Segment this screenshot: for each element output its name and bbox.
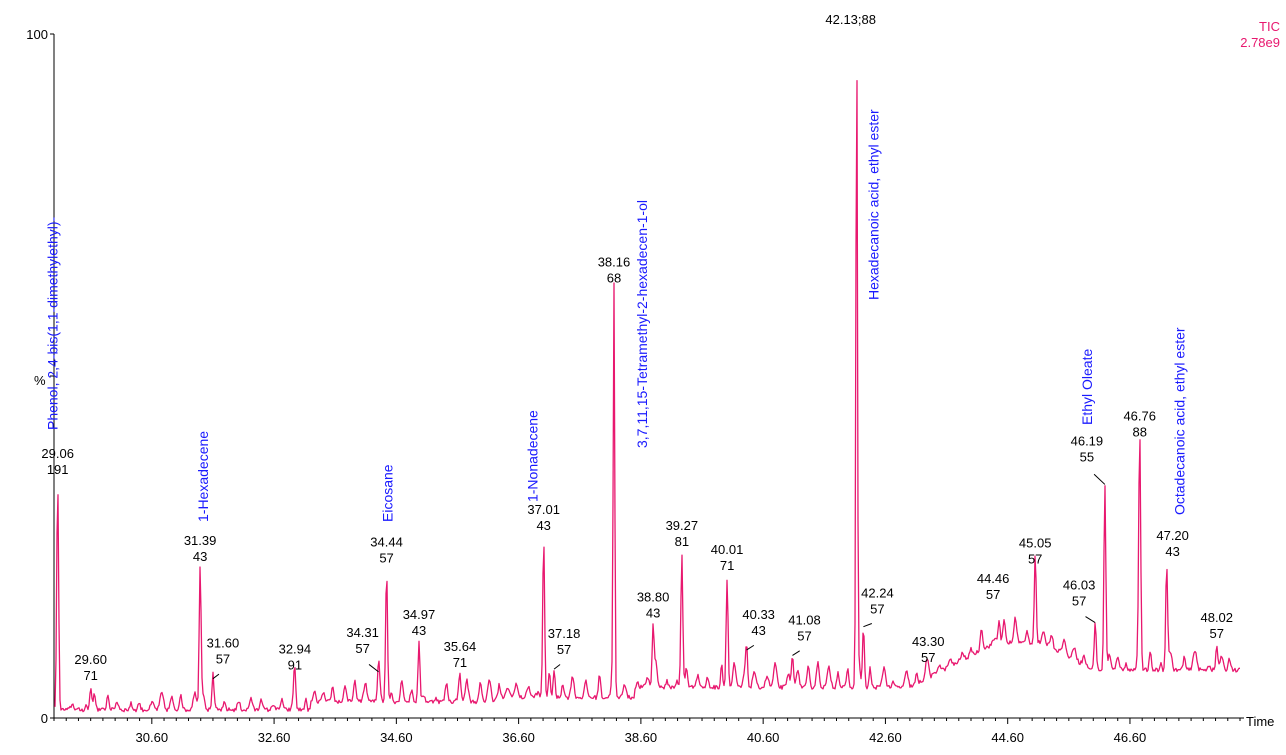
peak-time-label: 40.33 (742, 607, 775, 622)
compound-annotation: Eicosane (380, 464, 396, 522)
peak-ion-label: 57 (921, 650, 935, 665)
x-tick-label: 32.60 (258, 730, 291, 745)
peak-time-label: 34.44 (370, 534, 403, 549)
compound-annotation: Hexadecanoic acid, ethyl ester (866, 109, 882, 300)
y-tick-label: 100 (26, 27, 48, 42)
peak-time-label: 39.27 (666, 518, 699, 533)
x-tick-label: 44.60 (991, 730, 1024, 745)
peak-time-label: 41.08 (788, 612, 821, 627)
peak-time-label: 43.30 (912, 634, 945, 649)
peak-time-label: 38.16 (598, 255, 631, 270)
x-tick-label: 30.60 (136, 730, 169, 745)
peak-time-label: 46.76 (1123, 408, 1156, 423)
peak-time-label: 46.19 (1071, 433, 1104, 448)
peak-ion-label: 57 (355, 641, 369, 656)
peak-time-label: 35.64 (444, 639, 477, 654)
compound-annotations: Phenol, 2,4-bis(1,1-dimethylethyl)- 1-Hex… (45, 109, 1188, 522)
peak-leader-line (1085, 616, 1096, 624)
x-tick-label: 42.60 (869, 730, 902, 745)
peak-ion-label: 43 (1165, 544, 1179, 559)
peak-time-label: 31.39 (184, 533, 217, 548)
tic-trace-line (54, 80, 1240, 713)
peak-ion-label: 57 (870, 602, 884, 617)
peak-ion-label: 68 (607, 271, 621, 286)
peak-ion-label: 43 (536, 518, 550, 533)
peak-time-label: 48.02 (1200, 610, 1233, 625)
peak-time-label: 29.60 (74, 652, 107, 667)
peak-time-label: 37.18 (548, 626, 581, 641)
x-tick-label: 46.60 (1114, 730, 1147, 745)
peak-ion-label: 57 (1072, 594, 1086, 609)
peak-ion-label: 57 (1028, 552, 1042, 567)
peak-ion-label: 43 (646, 606, 660, 621)
peak-leader-line (863, 623, 872, 628)
peak-ion-label: 57 (986, 587, 1000, 602)
compound-annotation: Ethyl Oleate (1079, 349, 1095, 425)
x-axis-label: Time (1246, 714, 1274, 729)
x-tick-label: 34.60 (380, 730, 413, 745)
legend-tic-label: TIC (1259, 19, 1280, 34)
x-tick-label: 40.60 (747, 730, 780, 745)
peak-ion-label: 43 (751, 623, 765, 638)
peak-labels: 29.0619129.607131.394331.605732.949134.3… (41, 12, 1233, 683)
x-tick-label: 36.60 (502, 730, 535, 745)
peak-time-label: 44.46 (977, 571, 1010, 586)
peak-ion-label: 71 (83, 668, 97, 683)
peak-time-label: 42.24 (861, 586, 894, 601)
peak-time-label: 46.03 (1063, 578, 1096, 593)
peak-time-label: 45.05 (1019, 536, 1052, 551)
peak-ion-label: 71 (720, 558, 734, 573)
axes: 30.60 32.60 34.60 36.60 38.60 40.60 42.60 44.60… (26, 27, 1244, 745)
peak-time-label: 34.97 (403, 607, 436, 622)
peak-ion-label: 43 (193, 549, 207, 564)
peak-leader-line (1093, 473, 1106, 485)
peak-ion-label: 57 (216, 652, 230, 667)
peak-leader-line (746, 644, 755, 651)
peak-ion-label: 91 (288, 658, 302, 673)
peak-ion-label: 88 (1133, 424, 1147, 439)
peak-ion-label: 43 (412, 623, 426, 638)
compound-annotation: Phenol, 2,4-bis(1,1-dimethylethyl)- (45, 216, 61, 430)
x-tick-label: 38.60 (625, 730, 658, 745)
peak-time-label: 40.01 (711, 542, 744, 557)
compound-annotation: 1-Nonadecene (525, 410, 541, 502)
peak-ion-label: 57 (797, 628, 811, 643)
peak-leader-line (368, 664, 379, 673)
peak-ion-label: 71 (453, 655, 467, 670)
peak-ion-label: 191 (47, 462, 69, 477)
peak-time-label: 47.20 (1156, 528, 1189, 543)
y-tick-label: 0 (41, 711, 48, 726)
peak-ion-label: 57 (557, 642, 571, 657)
compound-annotation: Octadecanoic acid, ethyl ester (1172, 327, 1188, 515)
peak-ion-label: 81 (675, 534, 689, 549)
peak-leader-line (212, 673, 220, 680)
peak-time-label: 31.60 (207, 636, 240, 651)
peak-time-label: 34.31 (346, 625, 379, 640)
peak-ion-label: 55 (1080, 449, 1094, 464)
peak-leader-line (553, 664, 561, 670)
peak-time-label: 32.94 (279, 642, 312, 657)
peak-time-label: 29.06 (41, 446, 74, 461)
peak-leader-line (792, 650, 800, 656)
compound-annotation: 3,7,11,15-Tetramethyl-2-hexadecen-1-ol (634, 200, 650, 448)
peak-ion-label: 57 (1210, 626, 1224, 641)
peak-time-label: 38.80 (637, 590, 670, 605)
peak-time-label: 42.13;88 (825, 12, 876, 27)
y-axis-label: % (34, 373, 46, 388)
legend-tic-value: 2.78e9 (1240, 35, 1280, 50)
compound-annotation: 1-Hexadecene (195, 431, 211, 522)
peak-ion-label: 57 (379, 550, 393, 565)
peak-time-label: 37.01 (527, 502, 560, 517)
